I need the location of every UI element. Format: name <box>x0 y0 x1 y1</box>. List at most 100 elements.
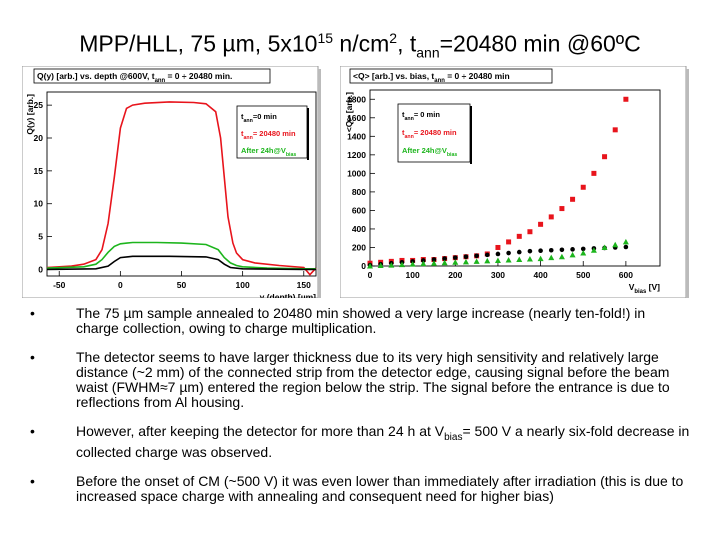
data-point <box>398 261 405 268</box>
bullet-item: • The 75 µm sample annealed to 20480 min … <box>30 306 690 336</box>
title-part3: , t <box>397 30 417 57</box>
data-point <box>591 170 597 176</box>
data-point <box>484 257 491 264</box>
bullet-item: • The detector seems to have larger thick… <box>30 350 690 410</box>
legend-frame <box>397 103 471 163</box>
x-tick-label: 500 <box>576 270 590 280</box>
legend-frame <box>236 105 308 159</box>
legend: tann=0 min tann= 20480 min After 24h@Vbias <box>236 105 309 160</box>
data-point <box>420 260 427 267</box>
chart-title: Q(y) [arb.] vs. depth @600V, tann = 0 ÷ … <box>37 71 232 84</box>
legend-shadow <box>307 108 309 160</box>
charge-vs-depth-chart: Q(y) [arb.] vs. depth @600V, tann = 0 ÷ … <box>22 66 321 298</box>
y-axis-label: <Q> [arb.] <box>344 92 354 132</box>
y-tick-label: 10 <box>34 199 44 209</box>
y-tick-label: 5 <box>38 232 43 242</box>
y-tick-label: 25 <box>34 100 44 110</box>
title-square: 2 <box>389 30 398 46</box>
chart-frame <box>22 66 319 298</box>
data-point <box>569 251 576 258</box>
legend-entry: tann= 0 min <box>402 110 440 122</box>
data-point <box>570 247 575 252</box>
bullet-text: The detector seems to have larger thickn… <box>76 349 670 410</box>
series-tann-0-min <box>46 255 316 271</box>
data-point <box>622 238 629 245</box>
bullet-dot: • <box>30 349 35 365</box>
y-tick-label: 1600 <box>347 113 366 123</box>
data-point <box>421 258 426 263</box>
bullet-dot: • <box>30 472 35 489</box>
x-tick-label: 50 <box>177 280 187 290</box>
chart-title: <Q> [arb.] vs. bias, tann = 0 ÷ 20480 mi… <box>353 71 510 84</box>
x-tick-label: 100 <box>236 280 250 290</box>
data-point <box>601 244 608 250</box>
data-point <box>388 262 395 268</box>
data-point <box>505 256 512 263</box>
data-point <box>484 252 490 258</box>
data-point <box>462 258 469 265</box>
data-point <box>612 241 619 248</box>
data-point <box>580 250 587 256</box>
y-tick-label: 400 <box>352 224 366 234</box>
data-point <box>516 249 522 255</box>
data-point <box>516 233 522 239</box>
data-point <box>495 244 501 250</box>
chart-title-box: Q(y) [arb.] vs. depth @600V, tann = 0 ÷ … <box>33 68 271 84</box>
legend-entry: tann= 20480 min <box>241 129 296 141</box>
data-point <box>442 256 447 261</box>
legend-entry: tann= 20480 min <box>402 128 457 140</box>
data-point <box>409 261 416 267</box>
chart-title-frame <box>33 68 271 84</box>
x-tick-label: -50 <box>53 280 66 290</box>
series-line <box>46 255 316 271</box>
title-part4: =20480 min @60ºC <box>439 30 641 57</box>
data-point <box>506 250 511 256</box>
chart-frame-shadow <box>686 69 689 298</box>
y-tick-label: 1400 <box>347 131 366 141</box>
slide-title: MPP/HLL, 75 µm, 5x1015 n/cm2, tann=20480… <box>0 30 720 60</box>
data-point <box>548 214 554 220</box>
title-part1: MPP/HLL, 75 µm, 5x10 <box>79 30 318 57</box>
y-tick-label: 0 <box>361 261 366 271</box>
legend-entry: After 24h@Vbias <box>241 146 296 158</box>
data-point <box>538 221 544 227</box>
data-point <box>538 248 543 254</box>
bullet-text-sub: bias <box>444 431 463 443</box>
x-tick-label: 0 <box>368 270 373 280</box>
data-point <box>473 258 480 264</box>
y-axis-label: Q(y) [arb.] <box>25 94 35 135</box>
data-point <box>527 248 533 254</box>
data-point <box>602 154 608 160</box>
bullet-item: • However, after keeping the detector for… <box>30 424 690 460</box>
data-point <box>537 255 544 262</box>
x-tick-label: 600 <box>619 270 633 280</box>
data-point <box>516 256 523 263</box>
title-part2: n/cm <box>333 30 390 57</box>
title-subscript: ann <box>416 44 440 61</box>
charge-vs-bias-chart: <Q> [arb.] vs. bias, tann = 0 ÷ 20480 mi… <box>340 66 689 298</box>
series-line <box>46 101 317 276</box>
data-point <box>441 259 448 266</box>
x-axis-label: y (depth) [µm] <box>260 292 317 298</box>
x-tick-label: 400 <box>533 270 547 280</box>
data-point <box>559 206 565 212</box>
series-line <box>46 241 316 270</box>
y-tick-label: 0 <box>38 264 43 274</box>
data-point <box>580 246 586 252</box>
x-axis-label: Vbias [V] <box>629 282 660 295</box>
data-point <box>580 184 586 190</box>
data-point <box>548 254 555 261</box>
series-after-24h-vbias <box>367 238 629 269</box>
x-tick-label: 150 <box>297 280 311 290</box>
data-point <box>570 196 576 202</box>
bullet-item: • Before the onset of CM (~500 V) it was … <box>30 472 690 504</box>
x-tick-label: 0 <box>118 280 123 290</box>
data-point <box>526 256 533 262</box>
data-point <box>474 253 479 259</box>
data-point <box>623 96 629 102</box>
data-point <box>506 239 512 245</box>
y-tick-label: 1000 <box>347 168 366 178</box>
bullet-text: Before the onset of CM (~500 V) it was e… <box>76 472 684 504</box>
y-tick-label: 15 <box>34 166 44 176</box>
data-point <box>494 257 501 263</box>
